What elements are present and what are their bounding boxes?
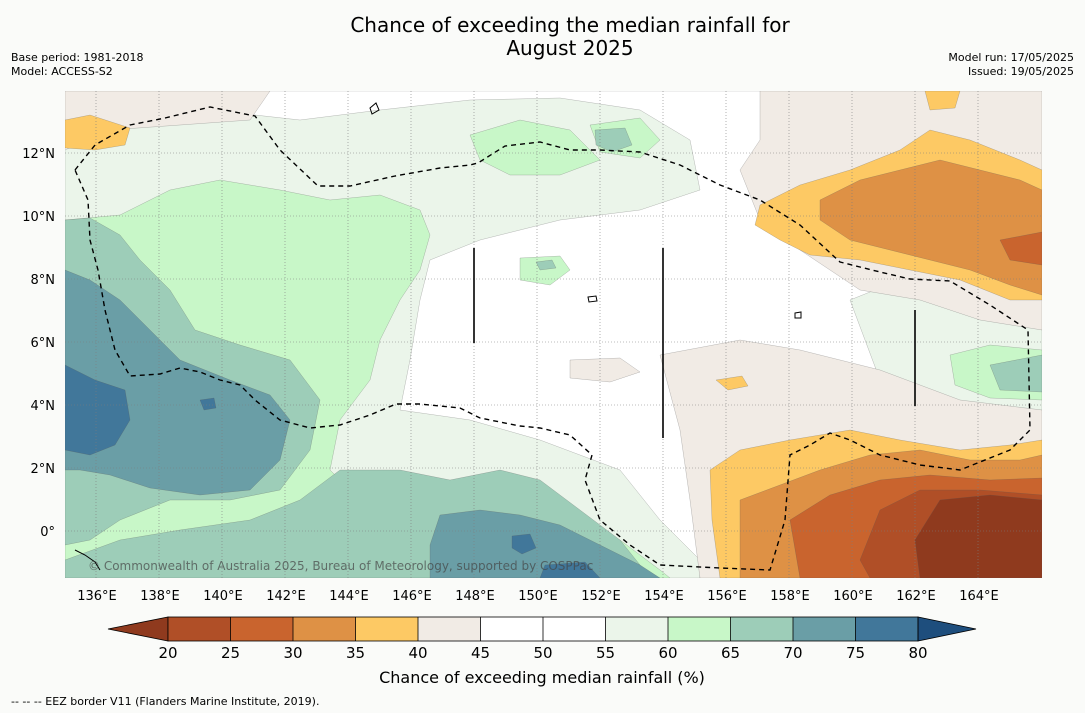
x-tick-158e: 158°E <box>770 589 810 604</box>
colorbar-bin-45-50 <box>480 617 543 641</box>
base-period-text: Base period: 1981-2018 <box>11 51 144 64</box>
colorbar-bin-70-75 <box>793 617 856 641</box>
region-75-80-west <box>65 364 131 456</box>
cb-tick-80: 80 <box>908 644 927 662</box>
y-tick-10n: 10°N <box>22 210 55 225</box>
colorbar-bin-40-45 <box>418 617 481 641</box>
x-tick-148e: 148°E <box>455 589 495 604</box>
x-tick-138e: 138°E <box>140 589 180 604</box>
region-25-30-ne <box>999 231 1042 266</box>
cb-tick-55: 55 <box>596 644 615 662</box>
cb-tick-70: 70 <box>783 644 802 662</box>
x-tick-144e: 144°E <box>329 589 369 604</box>
colorbar-bin-55-60 <box>605 617 668 641</box>
region-60-65-north <box>469 119 601 176</box>
region-75-80-spot2 <box>539 561 601 578</box>
meta-left: Base period: 1981-2018 Model: ACCESS-S2 <box>11 51 143 79</box>
x-tick-140e: 140°E <box>203 589 243 604</box>
region-35-40-spot <box>715 375 749 391</box>
x-tick-164e: 164°E <box>959 589 999 604</box>
x-tick-160e: 160°E <box>833 589 873 604</box>
region-35-40-top <box>924 91 961 111</box>
region-70-75-south <box>429 509 661 578</box>
cb-tick-60: 60 <box>658 644 677 662</box>
model-text: Model: ACCESS-S2 <box>11 65 113 78</box>
x-tick-156e: 156°E <box>707 589 747 604</box>
colorbar-bin-65-70 <box>730 617 793 641</box>
x-tick-162e: 162°E <box>896 589 936 604</box>
cb-tick-20: 20 <box>158 644 177 662</box>
cb-tick-50: 50 <box>533 644 552 662</box>
colorbar-bin-30-35 <box>293 617 356 641</box>
colorbar-bin-60-65 <box>668 617 731 641</box>
y-tick-2n: 2°N <box>31 462 56 477</box>
colorbar-tick-labels: 20 25 30 35 40 45 50 55 60 65 70 75 80 <box>158 644 927 662</box>
y-tick-4n: 4°N <box>31 399 56 414</box>
eez-border <box>74 106 1031 571</box>
issued-text: Issued: 19/05/2025 <box>967 65 1074 78</box>
region-65-70-small <box>535 259 557 271</box>
region-75-80-spot1 <box>511 533 537 555</box>
island-outline-sw <box>74 549 101 571</box>
rainfall-map: © Commonwealth of Australia 2025, Bureau… <box>65 91 1042 578</box>
colorbar-bin-20-25 <box>168 617 231 641</box>
region-65-70-east <box>989 354 1042 393</box>
cb-tick-75: 75 <box>846 644 865 662</box>
cb-tick-25: 25 <box>221 644 240 662</box>
colorbar-bin-35-40 <box>355 617 418 641</box>
y-tick-8n: 8°N <box>31 273 56 288</box>
region-35-40-nw <box>65 114 131 151</box>
x-tick-154e: 154°E <box>644 589 684 604</box>
region-20-25-inner <box>914 494 1042 578</box>
island-outline <box>369 102 802 319</box>
cb-tick-30: 30 <box>283 644 302 662</box>
y-tick-0: 0° <box>40 525 55 540</box>
title-line-2: August 2025 <box>506 36 634 60</box>
copyright-text: © Commonwealth of Australia 2025, Bureau… <box>88 559 593 573</box>
region-60-65-blob <box>519 255 571 286</box>
cb-tick-65: 65 <box>721 644 740 662</box>
x-tick-136e: 136°E <box>77 589 117 604</box>
cb-tick-40: 40 <box>408 644 427 662</box>
colorbar: 20 25 30 35 40 45 50 55 60 65 70 75 80 <box>107 616 977 662</box>
region-65-70-blob <box>594 127 633 153</box>
colorbar-low-extend <box>107 616 169 642</box>
colorbar-high-extend <box>917 616 977 642</box>
cb-tick-35: 35 <box>346 644 365 662</box>
colorbar-dividers <box>230 617 856 641</box>
region-75-80-spot3 <box>199 397 217 411</box>
eez-footnote: -- -- -- EEZ border V11 (Flanders Marine… <box>11 695 320 708</box>
x-tick-142e: 142°E <box>266 589 306 604</box>
region-30-35-ne <box>819 159 1042 296</box>
colorbar-label: Chance of exceeding median rainfall (%) <box>379 668 705 687</box>
y-tick-6n: 6°N <box>31 336 56 351</box>
cb-tick-45: 45 <box>471 644 490 662</box>
x-tick-152e: 152°E <box>581 589 621 604</box>
y-tick-12n: 12°N <box>22 147 55 162</box>
meta-right: Model run: 17/05/2025 Issued: 19/05/2025 <box>948 51 1074 79</box>
x-tick-150e: 150°E <box>518 589 558 604</box>
region-45-50-center <box>569 357 641 383</box>
x-tick-146e: 146°E <box>392 589 432 604</box>
y-axis-labels: 12°N 10°N 8°N 6°N 4°N 2°N 0° <box>22 147 55 540</box>
page-title: Chance of exceeding the median rainfall … <box>0 14 1085 60</box>
x-axis-labels: 136°E 138°E 140°E 142°E 144°E 146°E 148°… <box>77 589 999 604</box>
colorbar-bin-25-30 <box>230 617 293 641</box>
colorbar-bin-50-55 <box>543 617 606 641</box>
colorbar-bin-75-80 <box>855 617 918 641</box>
title-line-1: Chance of exceeding the median rainfall … <box>350 13 790 37</box>
model-run-text: Model run: 17/05/2025 <box>948 51 1074 64</box>
